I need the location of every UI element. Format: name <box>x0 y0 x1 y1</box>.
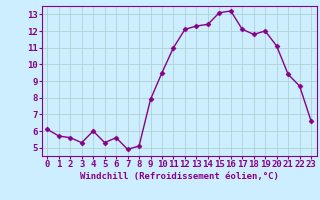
X-axis label: Windchill (Refroidissement éolien,°C): Windchill (Refroidissement éolien,°C) <box>80 172 279 181</box>
